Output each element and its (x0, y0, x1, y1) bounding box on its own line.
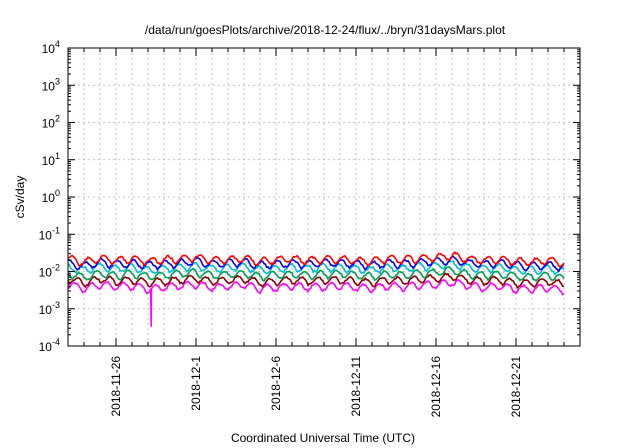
series-line (67, 278, 565, 327)
y-tick-label: 10-2 (39, 263, 60, 280)
x-axis: 2018-11-26 2018-12-1 2018-12-6 2018-12-11 20… (83, 48, 565, 418)
y-axis-label: cSv/day (13, 176, 27, 219)
y-tick-label: 104 (42, 39, 60, 56)
series-layer (67, 251, 565, 327)
series-line (67, 266, 565, 283)
series-line (67, 260, 565, 276)
series-line (67, 272, 565, 289)
y-tick-label: 10-1 (39, 225, 60, 242)
y-tick-label: 101 (42, 151, 60, 168)
y-tick-label: 103 (42, 76, 60, 93)
y-tick-label: 10-4 (39, 337, 60, 354)
y-axis: 10-4 10-3 10-2 10-1 100 101 102 103 104 (39, 39, 580, 354)
chart-title: /data/run/goesPlots/archive/2018-12-24/f… (145, 23, 506, 37)
y-tick-label: 10-3 (39, 300, 60, 317)
x-tick-label: 2018-12-11 (349, 356, 363, 417)
y-tick-label: 102 (42, 114, 60, 131)
x-tick-label: 2018-12-21 (509, 356, 523, 418)
x-tick-label: 2018-11-26 (109, 356, 123, 417)
y-tick-label: 100 (42, 188, 60, 205)
x-tick-label: 2018-12-6 (269, 356, 283, 411)
x-axis-label: Coordinated Universal Time (UTC) (231, 431, 415, 445)
x-tick-label: 2018-12-16 (429, 356, 443, 418)
grid-layer (68, 47, 580, 347)
series-line (67, 251, 565, 268)
x-tick-label: 2018-12-1 (189, 356, 203, 411)
